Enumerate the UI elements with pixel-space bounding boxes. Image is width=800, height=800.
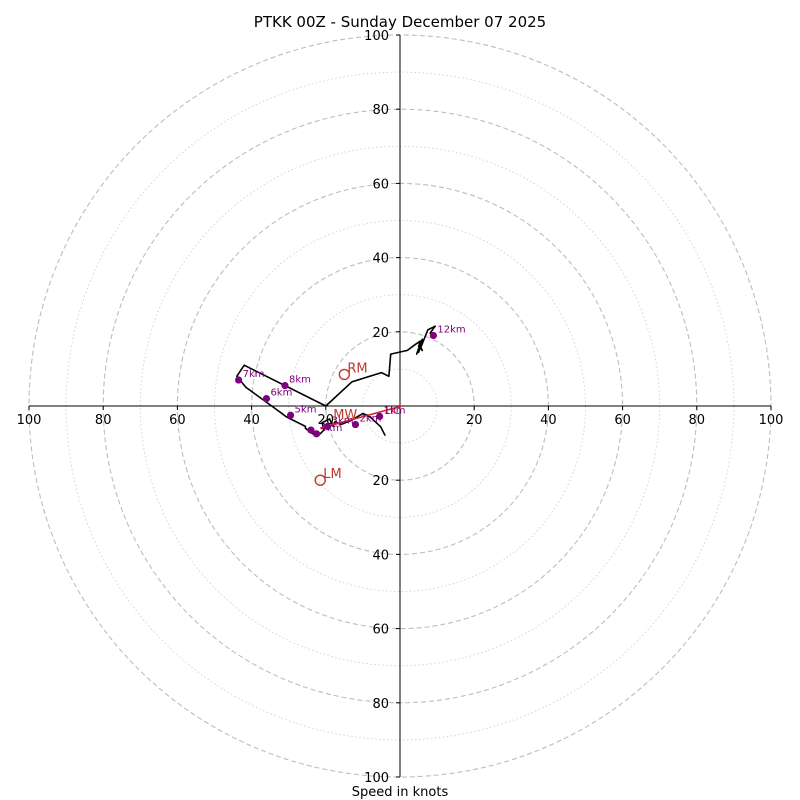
- y-tick-label: 60: [372, 177, 389, 192]
- height-label: 5km: [295, 404, 317, 415]
- y-tick-label: 100: [364, 29, 389, 44]
- height-marker: [286, 411, 295, 419]
- shear-vector-label: LIC: [385, 406, 401, 417]
- height-label: 2km: [359, 414, 381, 425]
- x-tick-label: 80: [689, 413, 706, 428]
- x-tick-label: 60: [169, 413, 186, 428]
- storm-motion-marker: [314, 474, 326, 486]
- y-tick-label: 60: [372, 623, 389, 638]
- storm-motion-markers: [314, 368, 351, 486]
- shear-vector: [320, 405, 403, 430]
- x-tick-label: 40: [243, 413, 260, 428]
- x-tick-label: 40: [540, 413, 557, 428]
- y-tick-label: 40: [372, 548, 389, 563]
- height-markers: [235, 331, 437, 438]
- y-tick-label: 100: [364, 771, 389, 786]
- x-axis-label: Speed in knots: [352, 785, 449, 800]
- x-axis-ticks: [28, 406, 772, 410]
- height-label: 4km: [321, 423, 343, 434]
- height-marker: [262, 394, 271, 403]
- y-tick-label: 20: [372, 474, 389, 489]
- chart-title: PTKK 00Z - Sunday December 07 2025: [254, 13, 546, 31]
- y-axis-ticks: [396, 34, 400, 778]
- height-label: 6km: [270, 388, 292, 399]
- x-tick-label: 100: [759, 413, 784, 428]
- height-marker: [281, 381, 289, 390]
- height-marker: [351, 420, 360, 429]
- height-label: 8km: [289, 375, 311, 386]
- y-tick-label: 80: [372, 697, 389, 712]
- height-marker: [235, 376, 243, 384]
- height-label: 3km: [332, 415, 354, 426]
- y-tick-label: 40: [372, 252, 389, 267]
- height-label: 7km: [243, 369, 265, 380]
- hodograph-trace: [236, 325, 437, 437]
- y-tick-label: 20: [372, 326, 389, 341]
- height-label: 12km: [437, 325, 465, 336]
- storm-motion-label: MW: [333, 408, 357, 423]
- height-marker: [307, 426, 315, 434]
- x-tick-label: 80: [95, 413, 112, 428]
- storm-motion-marker: [338, 368, 351, 381]
- height-marker: [375, 412, 384, 420]
- storm-motion-label: RM: [347, 361, 367, 376]
- height-label: 1km: [384, 405, 406, 416]
- storm-motion-label: LM: [323, 467, 341, 482]
- x-tick-label: 100: [17, 413, 42, 428]
- x-tick-label: 60: [614, 413, 631, 428]
- height-marker: [429, 331, 437, 340]
- height-marker: [312, 430, 321, 438]
- x-tick-label: 20: [466, 413, 483, 428]
- y-tick-label: 80: [372, 103, 389, 118]
- height-marker: [324, 422, 332, 431]
